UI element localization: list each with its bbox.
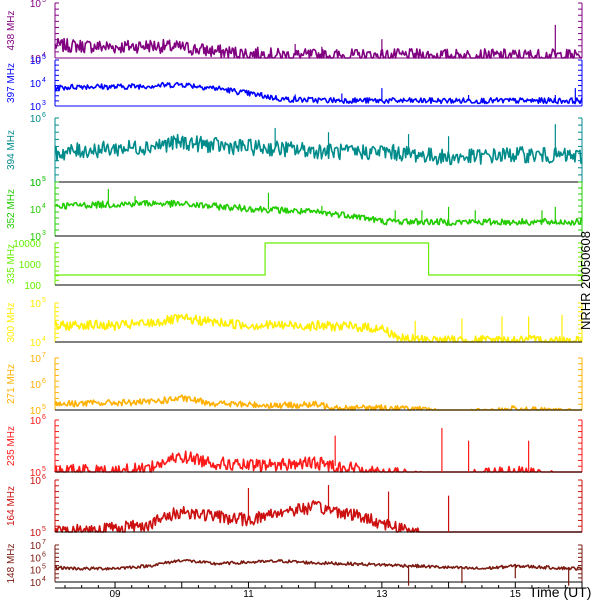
frequency-label: 164 MHz [6, 486, 17, 526]
y-tick-label: 10 [30, 0, 42, 10]
y-tick-label: 100 [24, 281, 41, 292]
y-tick-label: 10 [30, 578, 42, 589]
y-tick-exponent: 5 [42, 54, 46, 61]
frequency-label: 335 MHz [6, 244, 17, 284]
x-tick-label: 11 [243, 589, 254, 600]
frequency-label: 148 MHz [6, 543, 17, 583]
y-tick-exponent: 4 [42, 52, 46, 59]
y-tick-label: 10 [30, 232, 42, 243]
y-tick-exponent: 5 [42, 564, 46, 571]
series-line [54, 500, 582, 533]
y-tick-exponent: 6 [42, 112, 46, 119]
y-tick-label: 10 [30, 102, 42, 113]
y-tick-label: 10 [30, 553, 42, 564]
y-tick-exponent: 6 [42, 551, 46, 558]
frequency-label: 235 MHz [6, 426, 17, 466]
series-line [54, 37, 583, 59]
y-tick-label: 10 [30, 299, 42, 310]
series-line [54, 394, 583, 411]
y-tick-label: 10 [30, 54, 42, 65]
y-tick-label: 10 [30, 205, 42, 216]
y-tick-label: 10 [30, 380, 42, 391]
y-tick-label: 10 [30, 406, 42, 417]
x-axis: 09 11 13 15 [55, 582, 583, 600]
y-tick-exponent: 4 [42, 336, 46, 343]
y-tick-label: 10 [30, 178, 42, 189]
y-tick-label: 10000 [13, 239, 41, 250]
y-tick-label: 10 [30, 354, 42, 365]
y-tick-exponent: 3 [42, 230, 46, 237]
frequency-label: 438 MHz [6, 10, 17, 50]
frequency-label: 397 MHz [6, 63, 17, 103]
panel-4: 10000 1000 100 335 MHz [6, 239, 583, 292]
x-axis-label: Time (UT) [529, 584, 591, 600]
series-line [54, 81, 583, 105]
frequency-label: 394 MHz [6, 130, 17, 170]
series-line [54, 199, 583, 227]
y-tick-label: 10 [30, 178, 42, 189]
x-tick-label: 13 [376, 589, 388, 600]
frequency-label: 271 MHz [6, 364, 17, 404]
y-tick-label: 10 [30, 476, 42, 487]
y-tick-exponent: 5 [42, 297, 46, 304]
y-tick-exponent: 5 [42, 526, 46, 533]
y-tick-exponent: 5 [42, 0, 46, 4]
series-line [54, 313, 583, 343]
series-line [54, 450, 582, 473]
series-line [55, 242, 582, 276]
y-tick-label: 10 [30, 79, 42, 90]
x-tick-label: 09 [109, 589, 121, 600]
y-tick-label: 10 [30, 566, 42, 577]
y-tick-exponent: 5 [42, 466, 46, 473]
y-tick-exponent: 6 [42, 378, 46, 385]
y-tick-label: 10 [30, 468, 42, 479]
side-label: NRHR 20050608 [578, 231, 593, 330]
y-tick-exponent: 4 [42, 77, 46, 84]
frequency-label: 352 MHz [6, 189, 17, 229]
y-tick-exponent: 4 [42, 576, 46, 583]
y-tick-label: 10 [30, 56, 42, 67]
y-tick-exponent: 7 [42, 539, 46, 546]
y-tick-label: 10 [30, 528, 42, 539]
y-tick-exponent: 5 [42, 404, 46, 411]
y-tick-exponent: 6 [42, 414, 46, 421]
series-line [54, 558, 583, 571]
x-tick-label: 15 [510, 589, 522, 600]
y-tick-exponent: 6 [42, 474, 46, 481]
y-tick-exponent: 5 [42, 176, 46, 183]
y-tick-label: 10 [30, 541, 42, 552]
y-tick-label: 1000 [19, 260, 42, 271]
y-tick-exponent: 4 [42, 203, 46, 210]
y-tick-label: 10 [30, 416, 42, 427]
y-tick-exponent: 7 [42, 352, 46, 359]
series-line [54, 133, 583, 166]
y-tick-label: 10 [30, 114, 42, 125]
y-tick-exponent: 5 [42, 176, 46, 183]
y-tick-label: 10 [30, 338, 42, 349]
y-tick-exponent: 3 [42, 100, 46, 107]
frequency-label: 300 MHz [6, 302, 17, 342]
